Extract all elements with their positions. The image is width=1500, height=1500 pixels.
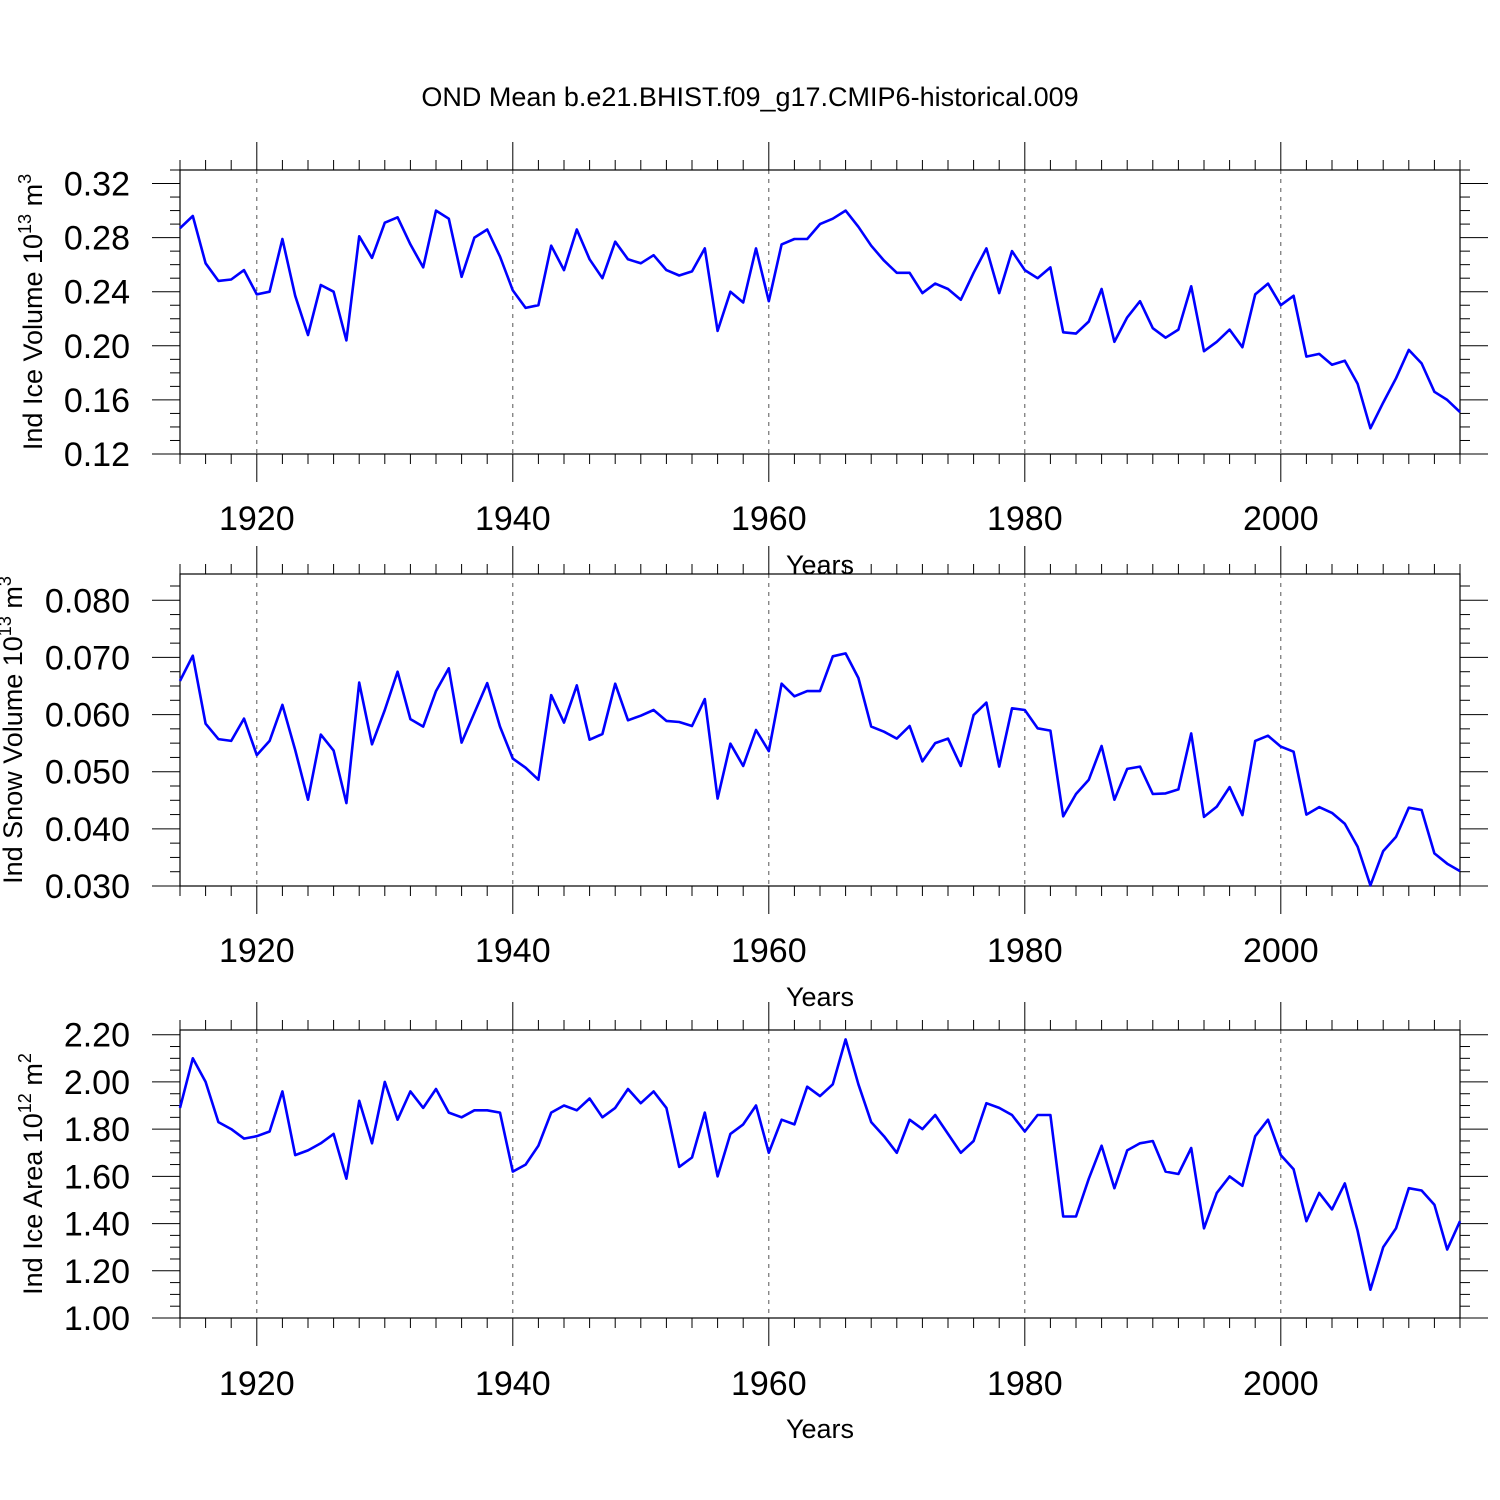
y-tick-label: 0.050 <box>45 754 130 792</box>
x-tick-label: 1940 <box>475 932 551 970</box>
y-tick-label: 1.40 <box>64 1206 130 1244</box>
y-tick-label: 0.20 <box>64 328 130 366</box>
x-axis-label: Years <box>786 982 854 1012</box>
y-axis-label-superscript: 3 <box>15 174 35 184</box>
y-axis-label-text: Ind Ice Volume 10 <box>18 234 48 450</box>
x-tick-label: 1980 <box>987 932 1063 970</box>
y-tick-label: 1.20 <box>64 1253 130 1291</box>
y-tick-label: 2.20 <box>64 1017 130 1055</box>
chart-panels: 1920 1940 1960 1980 2000 0.12 0.16 0.20 0.24 0.28… <box>0 142 1488 1444</box>
x-tick-label: 1960 <box>731 1365 807 1403</box>
y-axis-label-superscript: 2 <box>15 1053 35 1063</box>
y-axis-label-text: m <box>18 1063 48 1093</box>
y-tick-label: 0.24 <box>64 274 130 312</box>
y-axis-label-superscript: 12 <box>15 1093 35 1113</box>
x-tick-label: 1920 <box>219 500 295 538</box>
y-tick-label: 0.080 <box>45 582 130 620</box>
y-axis-label-text: m <box>0 586 28 616</box>
y-tick-label: 1.60 <box>64 1158 130 1196</box>
x-tick-label: 1980 <box>987 1365 1063 1403</box>
x-tick-label: 1960 <box>731 932 807 970</box>
y-tick-label: 2.00 <box>64 1064 130 1102</box>
y-axis-label-superscript: 13 <box>15 214 35 234</box>
chart-panel-3: 1920 1940 1960 1980 2000 1.00 1.20 1.40 1.60 1.80… <box>15 1002 1488 1444</box>
y-axis-label: Ind Ice Area 1012 m2 <box>15 1053 48 1295</box>
y-tick-label: 1.00 <box>64 1300 130 1338</box>
data-series-line <box>179 209 1461 430</box>
y-axis-label-text: Ind Ice Area 10 <box>18 1113 48 1295</box>
plot-frame <box>179 1029 1461 1319</box>
y-axis-label: Ind Snow Volume 1013 m3 <box>0 576 28 884</box>
data-series-line <box>178 1038 1462 1291</box>
y-axis-label: Ind Ice Volume 1013 m3 <box>15 174 48 450</box>
y-tick-label: 0.12 <box>64 436 130 474</box>
y-tick-label: 1.80 <box>64 1111 130 1149</box>
chart-panel-1: 1920 1940 1960 1980 2000 0.12 0.16 0.20 0.24 0.28… <box>15 142 1488 580</box>
y-tick-label: 0.030 <box>45 868 130 906</box>
x-tick-label: 1940 <box>475 500 551 538</box>
x-tick-label: 2000 <box>1243 500 1319 538</box>
x-tick-label: 2000 <box>1243 932 1319 970</box>
y-axis-label-text: m <box>18 184 48 214</box>
y-tick-label: 0.16 <box>64 382 130 420</box>
plot-frame <box>179 169 1461 455</box>
y-tick-label: 0.040 <box>45 811 130 849</box>
y-axis-label-text: Ind Snow Volume 10 <box>0 636 28 884</box>
x-tick-label: 1920 <box>219 1365 295 1403</box>
x-tick-label: 1940 <box>475 1365 551 1403</box>
x-tick-label: 1960 <box>731 500 807 538</box>
y-tick-label: 0.28 <box>64 220 130 258</box>
x-axis-label: Years <box>786 1414 854 1444</box>
figure-title: OND Mean b.e21.BHIST.f09_g17.CMIP6-histo… <box>421 82 1078 112</box>
plot-frame <box>179 573 1461 887</box>
x-tick-label: 2000 <box>1243 1365 1319 1403</box>
data-series-line <box>178 652 1461 887</box>
x-tick-label: 1980 <box>987 500 1063 538</box>
y-axis-label-superscript: 13 <box>0 616 15 636</box>
y-tick-label: 0.060 <box>45 697 130 735</box>
x-tick-label: 1920 <box>219 932 295 970</box>
chart-panel-2: 1920 1940 1960 1980 2000 0.030 0.040 0.050 0.060… <box>0 546 1488 1012</box>
y-tick-label: 0.32 <box>64 166 130 204</box>
y-tick-label: 0.070 <box>45 639 130 677</box>
y-axis-label-superscript: 3 <box>0 576 15 586</box>
